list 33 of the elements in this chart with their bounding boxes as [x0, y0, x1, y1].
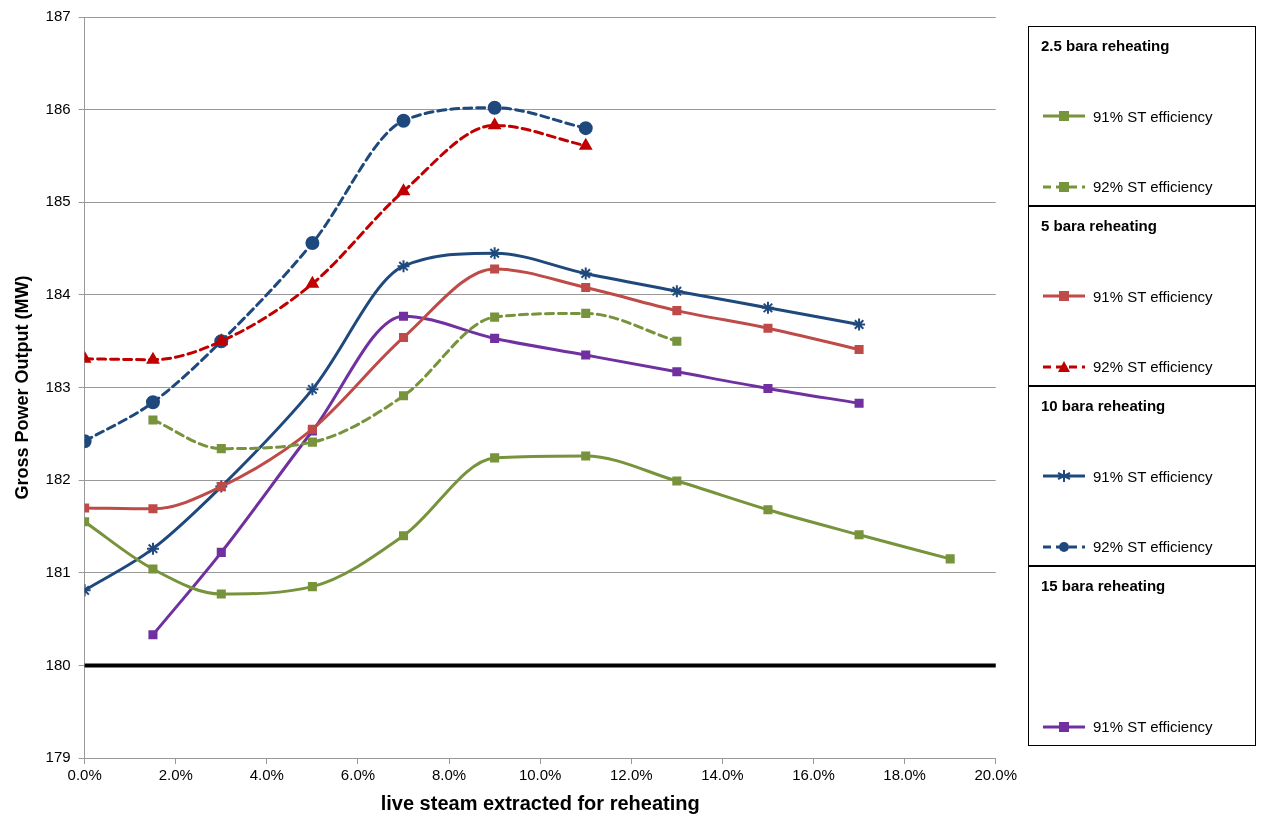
legend-label: 91% ST efficiency: [1093, 467, 1213, 485]
y-tick-label: 187: [45, 7, 71, 25]
x-tick-label: 4.0%: [249, 766, 284, 784]
x-tick-label: 12.0%: [610, 766, 653, 784]
x-tick-label: 14.0%: [701, 766, 744, 784]
y-tick-label: 181: [45, 562, 71, 580]
legend-label: 92% ST efficiency: [1093, 178, 1213, 195]
text: 15 bara reheating: [1041, 577, 1167, 594]
text: 10 bara reheating: [1041, 397, 1167, 414]
x-tick-label: 10.0%: [518, 766, 562, 784]
legend-label: 92% ST efficiency: [1093, 538, 1213, 555]
x-tick-label: 20.0%: [974, 766, 1018, 784]
text: 2.5 bara reheating: [1041, 37, 1171, 54]
x-tick-label: 8.0%: [431, 766, 467, 784]
y-axis-title: Gross Power Output (MW): [11, 275, 32, 500]
legend-label: 91% ST efficiency: [1093, 718, 1213, 735]
x-tick-label: 0.0%: [67, 766, 102, 784]
text: 5 bara reheating: [1041, 217, 1158, 234]
x-tick-label: 2.0%: [158, 766, 193, 784]
y-tick-label: 182: [45, 470, 71, 488]
legend-label: 92% ST efficiency: [1093, 358, 1213, 375]
x-axis-title: live steam extracted for reheating: [380, 791, 700, 814]
legend-label: 91% ST efficiency: [1093, 107, 1213, 125]
y-tick-label: 185: [45, 192, 71, 210]
x-tick-label: 16.0%: [792, 766, 835, 784]
y-tick-label: 184: [45, 285, 71, 303]
legend-label: 91% ST efficiency: [1093, 287, 1213, 305]
y-tick-label: 186: [45, 99, 71, 117]
y-tick-label: 180: [45, 655, 71, 673]
y-tick-label: 179: [45, 748, 71, 766]
x-tick-label: 18.0%: [883, 766, 926, 784]
x-tick-label: 6.0%: [340, 766, 376, 784]
y-tick-label: 183: [45, 377, 71, 395]
